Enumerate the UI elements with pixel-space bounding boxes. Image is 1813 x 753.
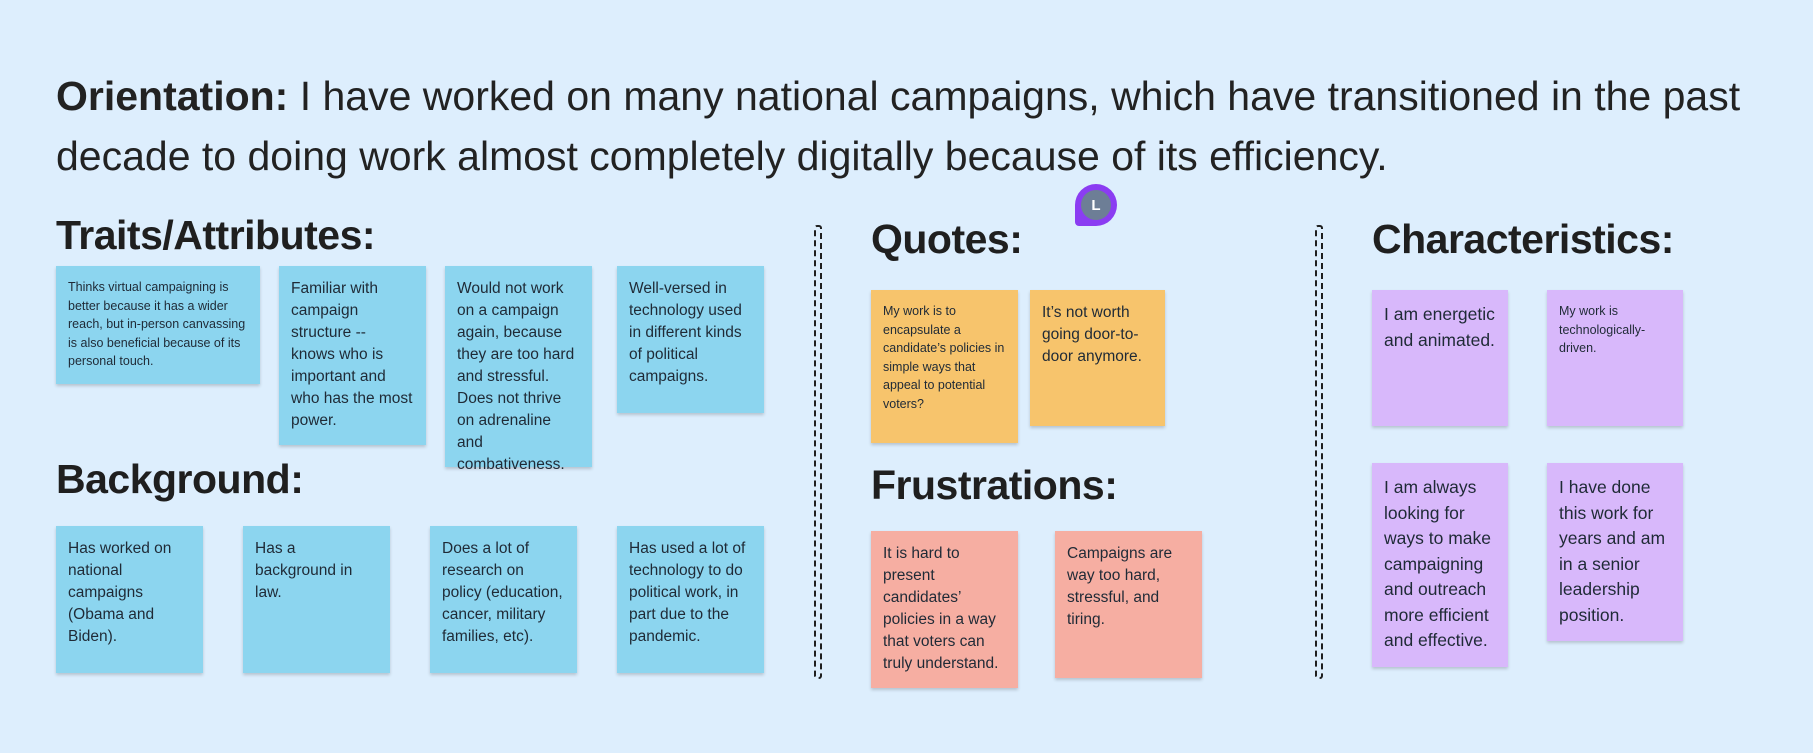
- sticky-note-background-3[interactable]: Does a lot of research on policy (educat…: [430, 526, 577, 673]
- sticky-note-characteristic-1[interactable]: I am energetic and animated.: [1372, 290, 1508, 426]
- traits-heading: Traits/Attributes:: [56, 212, 376, 258]
- orientation-label: Orientation:: [56, 73, 289, 119]
- sticky-note-trait-2[interactable]: Familiar with campaign structure -- know…: [279, 266, 426, 445]
- sticky-note-trait-1[interactable]: Thinks virtual campaigning is better bec…: [56, 266, 260, 384]
- sticky-note-characteristic-3[interactable]: I am always looking for ways to make cam…: [1372, 463, 1508, 667]
- sticky-note-characteristic-4[interactable]: I have done this work for years and am i…: [1547, 463, 1683, 641]
- sticky-note-quote-2[interactable]: It’s not worth going door-to-door anymor…: [1030, 290, 1165, 426]
- sticky-note-trait-4[interactable]: Well-versed in technology used in differ…: [617, 266, 764, 413]
- frustrations-heading: Frustrations:: [871, 462, 1118, 508]
- sticky-note-frustration-1[interactable]: It is hard to present candidates’ polici…: [871, 531, 1018, 688]
- quotes-heading: Quotes:: [871, 216, 1023, 262]
- sticky-note-trait-3[interactable]: Would not work on a campaign again, beca…: [445, 266, 592, 473]
- sticky-note-background-1[interactable]: Has worked on national campaigns (Obama …: [56, 526, 203, 673]
- collaborator-cursor: L: [1075, 184, 1117, 226]
- characteristics-heading: Characteristics:: [1372, 216, 1674, 262]
- sticky-note-background-4[interactable]: Has used a lot of technology to do polit…: [617, 526, 764, 673]
- column-divider-left: [814, 225, 822, 679]
- column-divider-right: [1315, 225, 1323, 679]
- background-heading: Background:: [56, 456, 304, 502]
- sticky-note-background-2[interactable]: Has a background in law.: [243, 526, 390, 673]
- sticky-note-characteristic-2[interactable]: My work is technologically-driven.: [1547, 290, 1683, 426]
- sticky-note-frustration-2[interactable]: Campaigns are way too hard, stressful, a…: [1055, 531, 1202, 678]
- orientation-text: Orientation: I have worked on many natio…: [56, 66, 1756, 186]
- collaborator-avatar[interactable]: L: [1081, 190, 1111, 220]
- sticky-note-quote-1[interactable]: My work is to encapsulate a candidate’s …: [871, 290, 1018, 443]
- orientation-body: I have worked on many national campaigns…: [56, 73, 1741, 179]
